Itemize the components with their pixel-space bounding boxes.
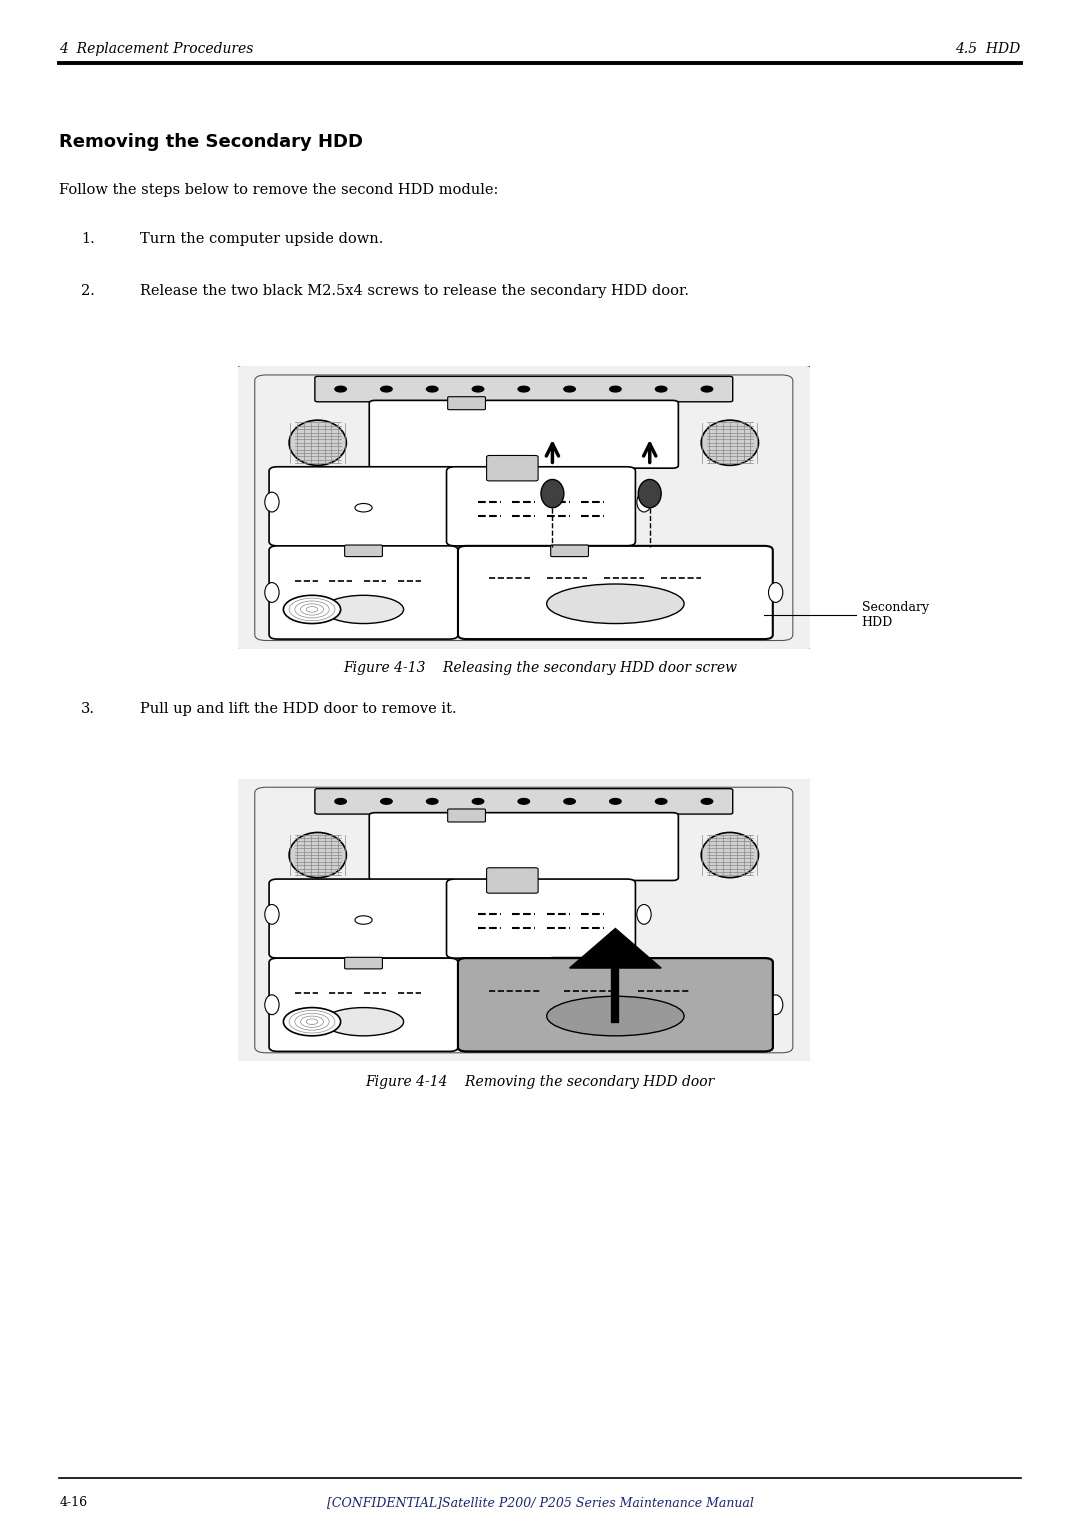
Text: 1.: 1.: [81, 232, 95, 246]
Ellipse shape: [701, 832, 758, 878]
Circle shape: [701, 386, 713, 392]
FancyBboxPatch shape: [345, 957, 382, 970]
Circle shape: [335, 386, 347, 392]
Text: 4.5  HDD: 4.5 HDD: [956, 43, 1021, 56]
Ellipse shape: [769, 583, 783, 602]
Text: Follow the steps below to remove the second HDD module:: Follow the steps below to remove the sec…: [59, 183, 499, 197]
Ellipse shape: [546, 583, 684, 623]
Ellipse shape: [265, 996, 279, 1014]
Circle shape: [355, 916, 373, 924]
Circle shape: [518, 799, 529, 805]
Ellipse shape: [637, 904, 651, 924]
Polygon shape: [569, 928, 661, 968]
FancyBboxPatch shape: [269, 545, 458, 640]
FancyBboxPatch shape: [458, 957, 773, 1052]
FancyBboxPatch shape: [269, 957, 458, 1052]
Text: Figure 4-14    Removing the secondary HDD door: Figure 4-14 Removing the secondary HDD d…: [365, 1075, 715, 1089]
Circle shape: [283, 1008, 340, 1035]
Ellipse shape: [265, 904, 279, 924]
FancyBboxPatch shape: [446, 880, 635, 957]
Circle shape: [380, 799, 392, 805]
Circle shape: [701, 799, 713, 805]
FancyBboxPatch shape: [446, 467, 635, 545]
Text: 3.: 3.: [81, 702, 95, 716]
Circle shape: [656, 799, 667, 805]
Text: 4-16: 4-16: [59, 1496, 87, 1510]
FancyBboxPatch shape: [315, 376, 732, 402]
Ellipse shape: [324, 1008, 404, 1035]
FancyBboxPatch shape: [448, 809, 485, 822]
Circle shape: [564, 386, 576, 392]
Text: Turn the computer upside down.: Turn the computer upside down.: [140, 232, 383, 246]
Text: Secondary
HDD: Secondary HDD: [862, 602, 929, 629]
Text: 4  Replacement Procedures: 4 Replacement Procedures: [59, 43, 254, 56]
Ellipse shape: [289, 832, 347, 878]
FancyBboxPatch shape: [448, 397, 485, 409]
Circle shape: [656, 386, 667, 392]
FancyBboxPatch shape: [369, 400, 678, 469]
Ellipse shape: [546, 996, 684, 1035]
FancyBboxPatch shape: [232, 363, 815, 652]
Text: Release the two black M2.5x4 screws to release the secondary HDD door.: Release the two black M2.5x4 screws to r…: [140, 284, 689, 298]
Circle shape: [283, 596, 340, 623]
FancyBboxPatch shape: [345, 545, 382, 557]
FancyBboxPatch shape: [487, 867, 538, 893]
Circle shape: [518, 386, 529, 392]
Circle shape: [609, 386, 621, 392]
Circle shape: [355, 504, 373, 512]
FancyBboxPatch shape: [551, 957, 589, 970]
FancyBboxPatch shape: [458, 957, 773, 1052]
Circle shape: [427, 386, 438, 392]
Circle shape: [472, 386, 484, 392]
Circle shape: [427, 799, 438, 805]
FancyBboxPatch shape: [487, 455, 538, 481]
Ellipse shape: [701, 420, 758, 466]
FancyBboxPatch shape: [269, 880, 458, 957]
Ellipse shape: [638, 479, 661, 507]
Circle shape: [380, 386, 392, 392]
FancyBboxPatch shape: [315, 788, 732, 814]
Circle shape: [609, 799, 621, 805]
Text: 2.: 2.: [81, 284, 95, 298]
Text: Figure 4-13    Releasing the secondary HDD door screw: Figure 4-13 Releasing the secondary HDD …: [343, 661, 737, 675]
FancyBboxPatch shape: [369, 812, 678, 881]
Text: Pull up and lift the HDD door to remove it.: Pull up and lift the HDD door to remove …: [140, 702, 457, 716]
FancyBboxPatch shape: [551, 545, 589, 557]
Ellipse shape: [637, 492, 651, 512]
Text: [CONFIDENTIAL]Satellite P200/ P205 Series Maintenance Manual: [CONFIDENTIAL]Satellite P200/ P205 Serie…: [326, 1496, 754, 1510]
Ellipse shape: [769, 996, 783, 1014]
Circle shape: [564, 799, 576, 805]
Ellipse shape: [289, 420, 347, 466]
Ellipse shape: [541, 479, 564, 507]
Ellipse shape: [265, 492, 279, 512]
FancyBboxPatch shape: [269, 467, 458, 545]
FancyBboxPatch shape: [232, 776, 815, 1064]
Ellipse shape: [265, 583, 279, 602]
FancyBboxPatch shape: [458, 545, 773, 640]
Ellipse shape: [324, 596, 404, 623]
Circle shape: [335, 799, 347, 805]
Text: Removing the Secondary HDD: Removing the Secondary HDD: [59, 133, 363, 151]
Circle shape: [472, 799, 484, 805]
Ellipse shape: [546, 996, 684, 1035]
